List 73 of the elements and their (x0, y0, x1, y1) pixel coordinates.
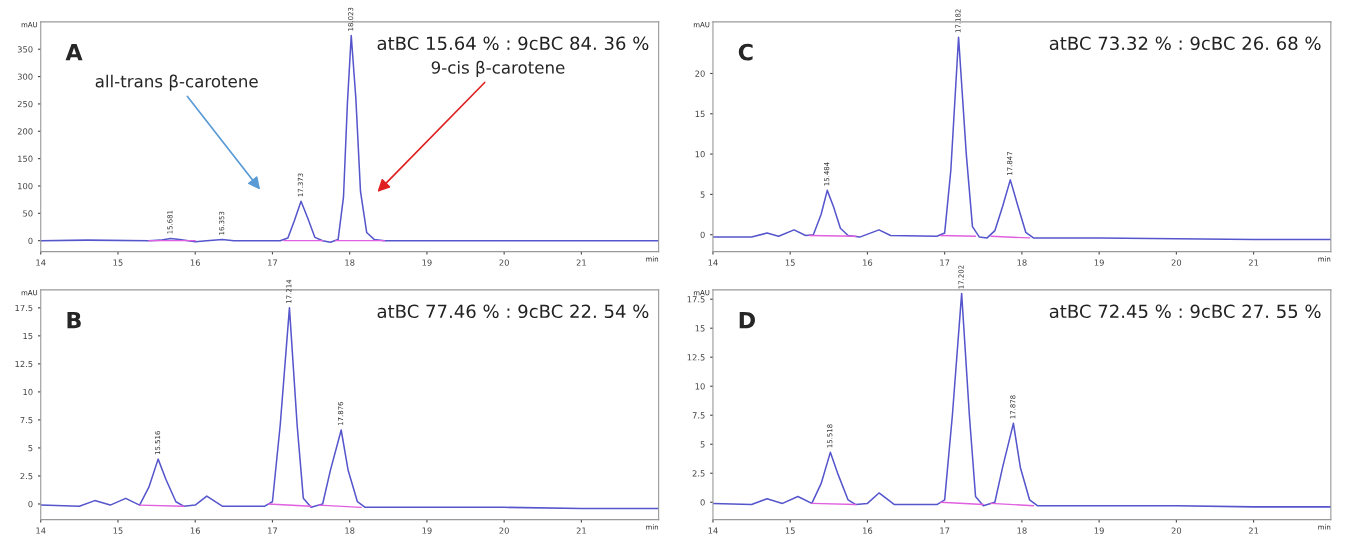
x-tick-label: 19 (422, 527, 432, 534)
y-tick-label: 5 (700, 191, 705, 198)
x-tick-label: 19 (422, 259, 432, 266)
x-tick-label: 21 (1248, 259, 1259, 266)
x-tick-label: 16 (863, 259, 873, 266)
x-tick-label: 16 (190, 527, 200, 534)
y-tick-label: 100 (18, 182, 33, 190)
y-tick-label: 7.5 (692, 412, 705, 419)
x-tick-label: 14 (708, 527, 718, 534)
y-tick-label: 350 (17, 46, 33, 53)
x-tick-label: 16 (863, 527, 873, 534)
x-tick-label: 14 (36, 527, 46, 534)
x-tick-label: 17 (268, 527, 278, 534)
text: B (67, 312, 81, 329)
y-tick-label: 12.5 (15, 360, 33, 368)
y-tick-label: 0 (28, 237, 33, 244)
x-tick-label: 15 (113, 259, 123, 266)
annotation: 9-cis β-carotene (431, 60, 565, 78)
x-tick-label: 18 (345, 527, 355, 534)
x-tick-label: 21 (576, 259, 586, 266)
y-tick-label: 0 (700, 231, 705, 238)
y-tick-label: 10 (695, 151, 705, 158)
y-tick-label: 2.5 (20, 472, 33, 480)
x-tick-label: 19 (1094, 527, 1104, 534)
annotation: atBC 77.46 % : 9cBC 22. 54 % (377, 304, 649, 319)
y-tick-label: 5 (700, 441, 705, 448)
y-tick-label: 17.5 (687, 296, 705, 303)
x-tick-label: 18 (1017, 259, 1027, 266)
y-tick-label: 0 (28, 500, 33, 508)
x-tick-label: 18 (345, 259, 355, 266)
y-tick-label: 250 (17, 100, 33, 108)
x-tick-label: 19 (1094, 259, 1104, 266)
y-tick-label: 0 (700, 499, 705, 506)
x-tick-label: 21 (576, 527, 586, 534)
x-tick-label: 14 (36, 259, 46, 266)
y-tick-label: 15 (23, 332, 33, 340)
y-tick-label: 50 (23, 210, 33, 217)
annotation: atBC 73.32 % : 9cBC 26. 68 % (1049, 36, 1321, 51)
x-tick-label: 16 (190, 259, 200, 266)
y-tick-label: 2.5 (692, 470, 705, 477)
x-tick-label: 20 (499, 527, 509, 534)
x-tick-label: 17 (268, 259, 278, 266)
y-tick-label: 10 (695, 383, 705, 390)
text: A (65, 43, 83, 61)
x-tick-label: 20 (1171, 527, 1182, 534)
annotation: all-trans β-carotene (95, 74, 258, 91)
x-tick-label: 17 (940, 527, 950, 534)
x-tick-label: 15 (785, 527, 795, 534)
y-tick-label: 12.5 (687, 354, 705, 361)
x-tick-label: 20 (1171, 259, 1182, 266)
y-tick-label: 5 (28, 445, 33, 452)
annotation: atBC 72.45 % : 9cBC 27. 55 % (1049, 304, 1321, 319)
x-tick-label: 15 (113, 527, 123, 534)
x-tick-label: 20 (499, 259, 509, 266)
x-tick-label: 15 (785, 259, 795, 266)
y-tick-label: 150 (18, 155, 33, 162)
x-tick-label: 14 (708, 259, 718, 266)
y-tick-label: 20 (695, 70, 705, 77)
line-series (40, 34, 659, 244)
y-tick-label: 200 (17, 128, 33, 135)
y-tick-label: 15 (695, 110, 705, 118)
x-tick-label: 18 (1017, 527, 1027, 534)
y-tick-label: 15 (695, 325, 705, 332)
y-tick-label: 10 (23, 388, 33, 396)
y-tick-label: 17.5 (15, 304, 33, 312)
x-tick-label: 21 (1248, 527, 1259, 534)
x-tick-label: 17 (940, 259, 950, 266)
y-tick-label: 300 (17, 73, 33, 80)
text: C (738, 43, 753, 61)
y-tick-label: 7.5 (20, 417, 33, 424)
text: D (739, 312, 755, 329)
line-series (712, 36, 1331, 241)
annotation: atBC 15.64 % : 9cBC 84. 36 % (377, 36, 649, 51)
